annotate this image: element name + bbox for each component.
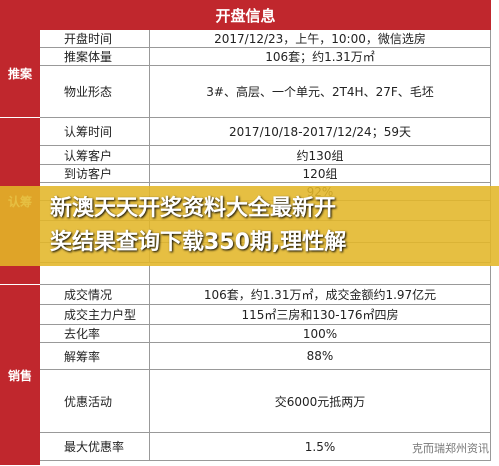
- row-value: 106套，约1.31万㎡，成交金额约1.97亿元: [150, 285, 491, 305]
- row-label: 到访客户: [40, 165, 150, 183]
- row-value: 3#、高层、一个单元、2T4H、27F、毛坯: [150, 66, 491, 118]
- row-label: 认筹客户: [40, 146, 150, 165]
- table-cell: [150, 265, 491, 285]
- section-label: 销售: [0, 285, 40, 466]
- row-label: 物业形态: [40, 66, 150, 118]
- row-label: 去化率: [40, 325, 150, 343]
- row-value: 120组: [150, 165, 491, 183]
- row-value: 约130组: [150, 146, 491, 165]
- section-label: 推案: [0, 30, 40, 118]
- banner-text: 新澳天天开奖资料大全最新开: [50, 196, 337, 221]
- row-label: 成交主力户型: [40, 305, 150, 325]
- row-label: 成交情况: [40, 285, 150, 305]
- row-label: 推案体量: [40, 48, 150, 66]
- row-value: 100%: [150, 325, 491, 343]
- table-cell: [40, 265, 150, 285]
- row-label: 优惠活动: [40, 370, 150, 433]
- row-value: 2017/12/23，上午，10:00，微信选房: [150, 30, 491, 48]
- row-value: 1.5%: [150, 433, 491, 461]
- banner-text: 奖结果查询下载350期,理性解: [50, 230, 347, 255]
- row-label: 开盘时间: [40, 30, 150, 48]
- overlay-banner: 新澳天天开奖资料大全最新开 奖结果查询下载350期,理性解: [0, 186, 499, 266]
- row-value: 106套；约1.31万㎡: [150, 48, 491, 66]
- row-label: 解筹率: [40, 343, 150, 370]
- header-title: 开盘信息: [0, 0, 491, 30]
- row-value: 88%: [150, 343, 491, 370]
- row-value: 交6000元抵两万: [150, 370, 491, 433]
- row-label: 最大优惠率: [40, 433, 150, 461]
- row-value: 115㎡三房和130-176㎡四房: [150, 305, 491, 325]
- watermark: 克而瑞郑州资讯: [412, 442, 489, 455]
- row-label: 认筹时间: [40, 118, 150, 146]
- row-value: 2017/10/18-2017/12/24；59天: [150, 118, 491, 146]
